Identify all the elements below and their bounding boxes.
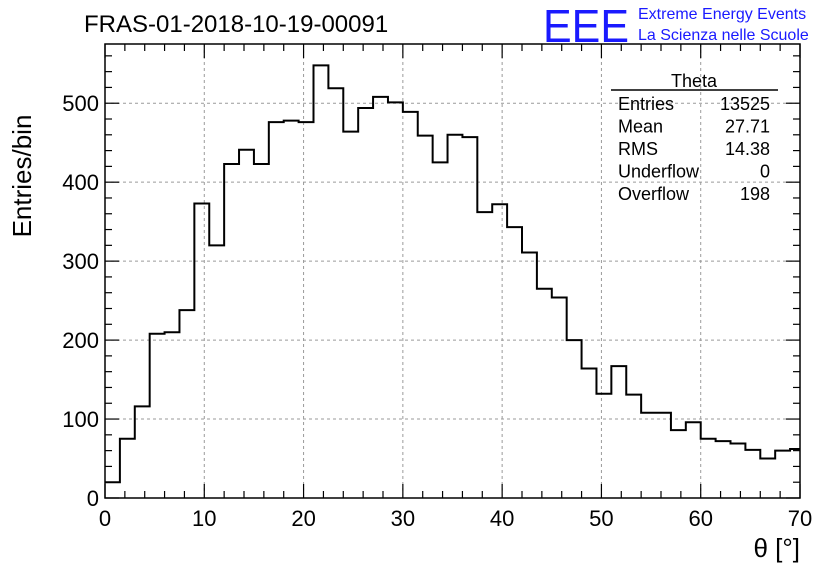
y-tick-label-2: 200 <box>62 328 99 353</box>
tick-labels: 0 10 20 30 40 50 60 70 0 100 200 300 400 500 <box>62 91 812 531</box>
stats-box: Theta Entries 13525 Mean 27.71 RMS 14.38 Under… <box>611 71 778 204</box>
y-tick-label-4: 400 <box>62 170 99 195</box>
x-tick-label-6: 60 <box>688 506 712 531</box>
x-tick-label-3: 30 <box>391 506 415 531</box>
x-tick-label-5: 50 <box>589 506 613 531</box>
org-line-1: Extreme Energy Events <box>638 6 806 23</box>
stats-value-entries: 13525 <box>720 94 770 114</box>
y-tick-label-0: 0 <box>87 486 99 511</box>
stats-label-rms: RMS <box>618 139 658 159</box>
x-tick-label-1: 10 <box>192 506 216 531</box>
chart-title: FRAS-01-2018-10-19-00091 <box>84 11 388 38</box>
histogram-line <box>105 64 800 484</box>
x-tick-label-4: 40 <box>490 506 514 531</box>
y-tick-label-5: 500 <box>62 91 99 116</box>
x-axis-label: θ [°] <box>753 533 800 563</box>
grid <box>105 44 800 498</box>
axis-ticks <box>104 44 801 499</box>
plot-frame <box>104 43 801 499</box>
org-line-2: La Scienza nelle Scuole <box>638 27 809 44</box>
stats-value-underflow: 0 <box>760 162 770 182</box>
x-tick-label-2: 20 <box>291 506 315 531</box>
stats-label-entries: Entries <box>618 94 674 114</box>
stats-value-rms: 14.38 <box>725 139 770 159</box>
eee-logo: EEE Extreme Energy Events La Scienza nel… <box>543 0 809 52</box>
stats-label-mean: Mean <box>618 117 663 137</box>
stats-label-underflow: Underflow <box>618 162 700 182</box>
y-axis-label: Entries/bin <box>7 115 37 238</box>
stats-label-overflow: Overflow <box>618 184 690 204</box>
x-tick-label-0: 0 <box>99 506 111 531</box>
stats-title: Theta <box>671 71 718 91</box>
stats-value-mean: 27.71 <box>725 117 770 137</box>
y-tick-label-1: 100 <box>62 407 99 432</box>
stats-value-overflow: 198 <box>740 184 770 204</box>
y-tick-label-3: 300 <box>62 249 99 274</box>
x-tick-label-7: 70 <box>788 506 812 531</box>
